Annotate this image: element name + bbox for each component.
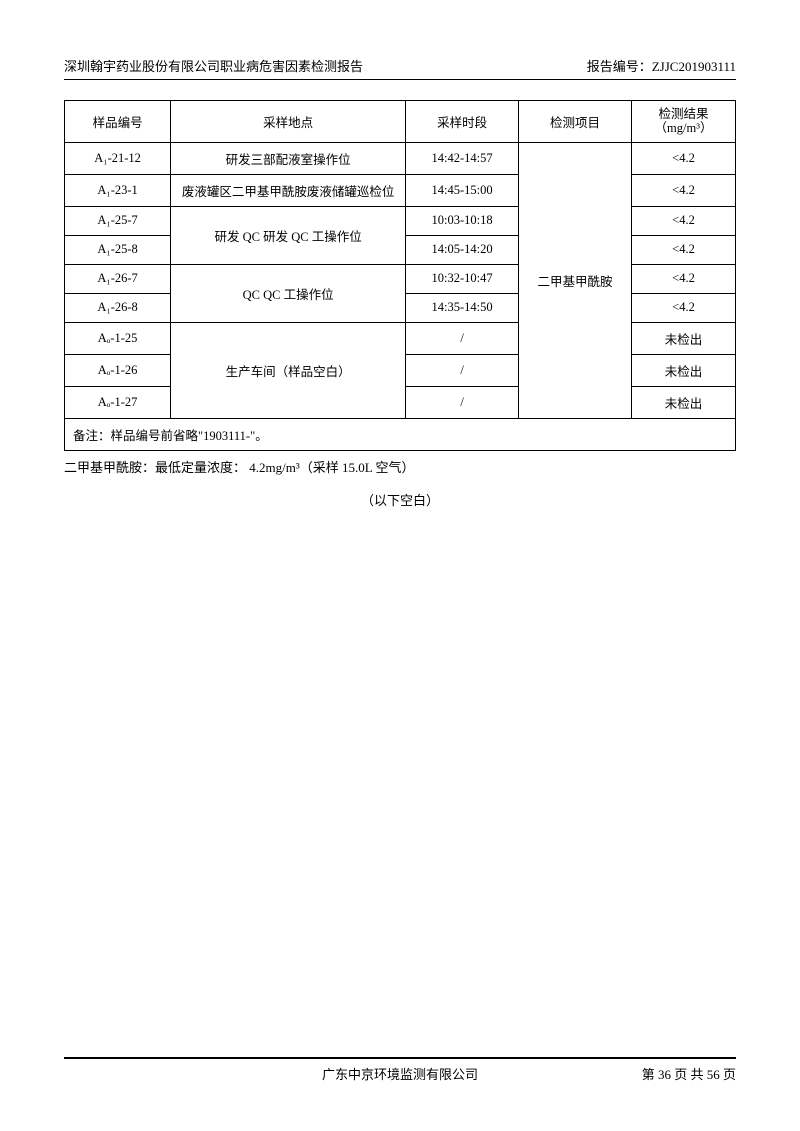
header-test-item: 检测项目 <box>519 101 632 143</box>
cell-time: / <box>406 386 519 418</box>
cell-result: 未检出 <box>632 354 736 386</box>
cell-sample-id: A₁-21-12 <box>65 142 171 174</box>
table-row: Aₒ-1-25 生产车间（样品空白） / 未检出 <box>65 322 736 354</box>
table-header-row: 样品编号 采样地点 采样时段 检测项目 检测结果 （mg/m³） <box>65 101 736 143</box>
detection-limit-note: 二甲基甲酰胺：最低定量浓度： 4.2mg/m³（采样 15.0L 空气） <box>64 457 736 476</box>
cell-sample-id: Aₒ-1-27 <box>65 386 171 418</box>
cell-result: <4.2 <box>632 293 736 322</box>
cell-time: 14:05-14:20 <box>406 235 519 264</box>
cell-result: <4.2 <box>632 264 736 293</box>
header-title: 深圳翰宇药业股份有限公司职业病危害因素检测报告 <box>64 56 363 75</box>
cell-result: <4.2 <box>632 174 736 206</box>
cell-sample-id: A₁-25-7 <box>65 206 171 235</box>
footer-company: 广东中京环境监测有限公司 <box>64 1064 736 1083</box>
header-result: 检测结果 （mg/m³） <box>632 101 736 143</box>
cell-time: / <box>406 322 519 354</box>
footer-divider <box>64 1057 736 1059</box>
cell-sample-id: A₁-26-7 <box>65 264 171 293</box>
cell-result: 未检出 <box>632 322 736 354</box>
cell-sample-id: A₁-23-1 <box>65 174 171 206</box>
cell-sample-id: A₁-26-8 <box>65 293 171 322</box>
cell-time: / <box>406 354 519 386</box>
cell-result: 未检出 <box>632 386 736 418</box>
cell-time: 10:32-10:47 <box>406 264 519 293</box>
report-number-value: ZJJC201903111 <box>652 59 736 74</box>
cell-time: 14:35-14:50 <box>406 293 519 322</box>
table-row: A₁-21-12 研发三部配液室操作位 14:42-14:57 二甲基甲酰胺 <… <box>65 142 736 174</box>
header-sample-id: 样品编号 <box>65 101 171 143</box>
cell-sample-id: A₁-25-8 <box>65 235 171 264</box>
cell-location: 废液罐区二甲基甲酰胺废液储罐巡检位 <box>171 174 406 206</box>
header-result-line2: （mg/m³） <box>655 121 713 135</box>
table-row: A₁-26-7 QC QC 工操作位 10:32-10:47 <4.2 <box>65 264 736 293</box>
cell-time: 10:03-10:18 <box>406 206 519 235</box>
cell-sample-id: Aₒ-1-26 <box>65 354 171 386</box>
cell-test-item: 二甲基甲酰胺 <box>519 142 632 418</box>
cell-location: QC QC 工操作位 <box>171 264 406 322</box>
cell-location: 研发 QC 研发 QC 工操作位 <box>171 206 406 264</box>
cell-sample-id: Aₒ-1-25 <box>65 322 171 354</box>
cell-time: 14:42-14:57 <box>406 142 519 174</box>
header-time: 采样时段 <box>406 101 519 143</box>
cell-result: <4.2 <box>632 235 736 264</box>
detection-results-table: 样品编号 采样地点 采样时段 检测项目 检测结果 （mg/m³） A₁-21-1… <box>64 100 736 451</box>
header-result-line1: 检测结果 <box>659 107 709 121</box>
table-row: A₁-25-7 研发 QC 研发 QC 工操作位 10:03-10:18 <4.… <box>65 206 736 235</box>
report-number-label: 报告编号： <box>587 59 652 74</box>
cell-time: 14:45-15:00 <box>406 174 519 206</box>
header-report-number: 报告编号：ZJJC201903111 <box>587 56 736 75</box>
blank-below-notice: （以下空白） <box>64 490 736 509</box>
cell-result: <4.2 <box>632 142 736 174</box>
page-header: 深圳翰宇药业股份有限公司职业病危害因素检测报告 报告编号：ZJJC2019031… <box>64 56 736 80</box>
cell-result: <4.2 <box>632 206 736 235</box>
table-row: A₁-23-1 废液罐区二甲基甲酰胺废液储罐巡检位 14:45-15:00 <4… <box>65 174 736 206</box>
page-footer: 广东中京环境监测有限公司 第 36 页 共 56 页 <box>64 1057 736 1083</box>
table-note: 备注：样品编号前省略"1903111-"。 <box>65 418 736 450</box>
table-note-row: 备注：样品编号前省略"1903111-"。 <box>65 418 736 450</box>
cell-location: 生产车间（样品空白） <box>171 322 406 418</box>
header-location: 采样地点 <box>171 101 406 143</box>
cell-location: 研发三部配液室操作位 <box>171 142 406 174</box>
